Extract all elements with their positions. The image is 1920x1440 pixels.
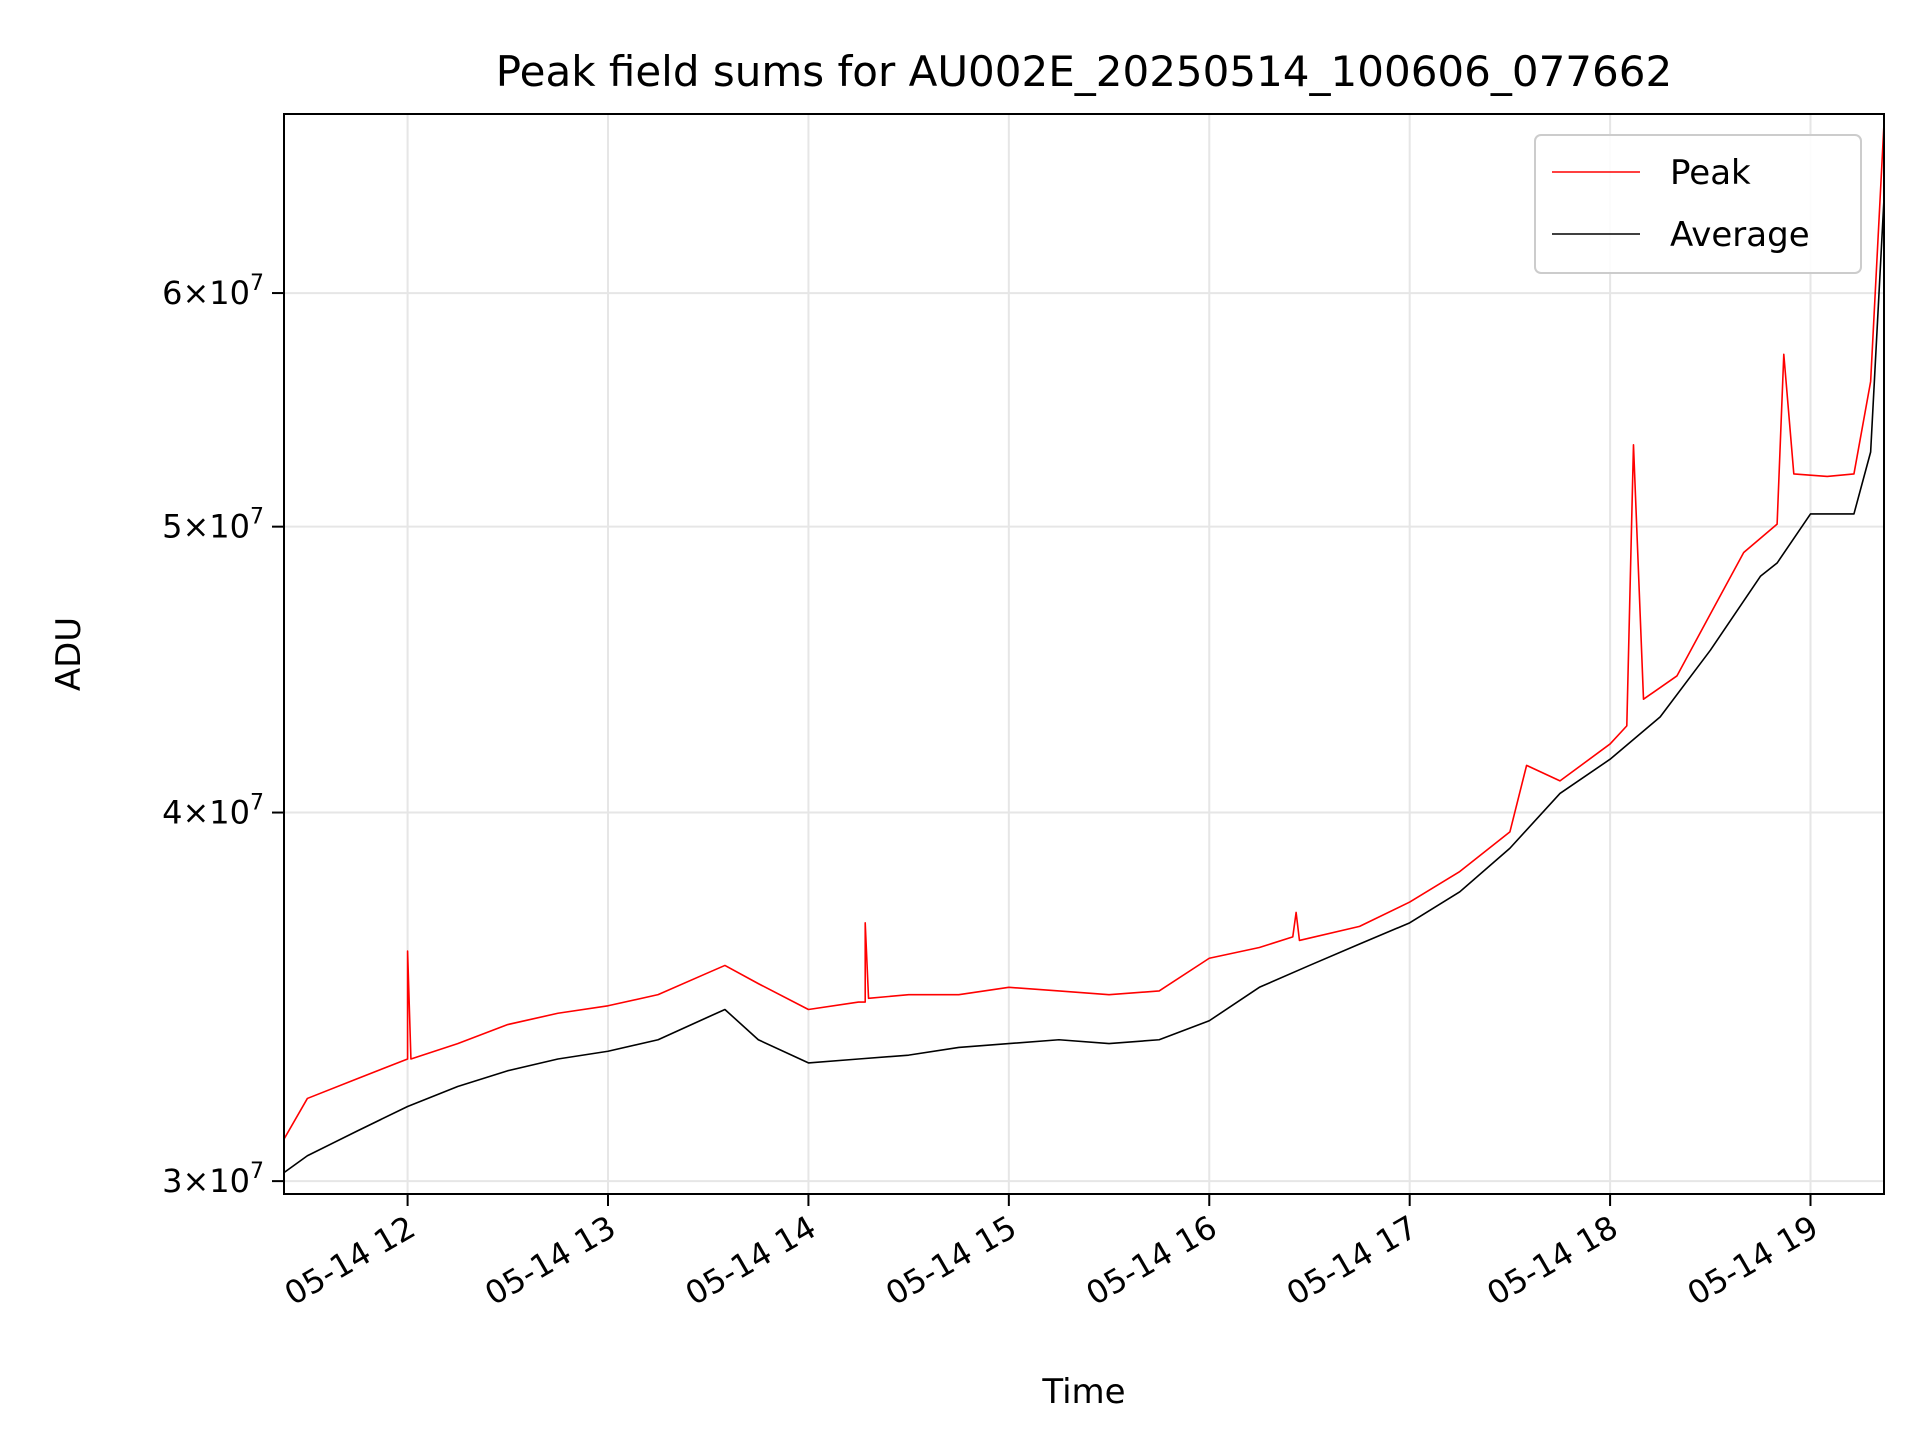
y-tick-exponent: 7 <box>250 271 264 296</box>
legend: Peak Average <box>1534 134 1862 274</box>
chart-title: Peak field sums for AU002E_20250514_1006… <box>496 47 1672 96</box>
y-tick-exponent: 7 <box>250 791 264 816</box>
y-tick-label: 5×107 <box>162 505 264 546</box>
y-tick-exponent: 7 <box>250 1159 264 1184</box>
y-tick-label: 6×107 <box>162 271 264 312</box>
y-tick-mantissa: 6 <box>162 274 182 312</box>
y-tick-exponent: 7 <box>250 505 264 530</box>
legend-box <box>1534 134 1862 274</box>
y-tick-label: 4×107 <box>162 791 264 832</box>
x-axis-label: Time <box>1041 1372 1125 1412</box>
legend-label-average: Average <box>1670 215 1810 255</box>
y-tick-mantissa: 4 <box>162 794 182 832</box>
legend-label-peak: Peak <box>1670 153 1751 193</box>
y-ticks: 3×107 4×107 5×107 6×107 <box>162 271 284 1200</box>
y-tick-label: 3×107 <box>162 1159 264 1200</box>
series-line-average <box>284 198 1884 1174</box>
grid <box>284 114 1884 1194</box>
y-tick-mantissa: 5 <box>162 508 182 546</box>
series-line-peak <box>284 123 1884 1140</box>
series-layer <box>284 123 1884 1174</box>
plot-frame <box>283 113 1885 1195</box>
y-tick-mantissa: 3 <box>162 1162 182 1200</box>
y-axis-label: ADU <box>49 617 89 691</box>
